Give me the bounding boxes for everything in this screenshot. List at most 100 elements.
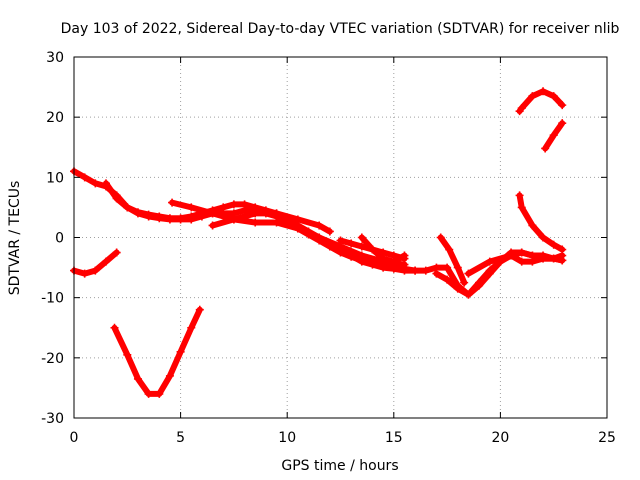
series-line-3 [169, 199, 408, 268]
data-point [517, 248, 526, 257]
data-point [436, 233, 445, 242]
data-point [389, 257, 398, 266]
data-point [251, 218, 260, 227]
data-point [443, 263, 452, 272]
data-point [368, 260, 377, 269]
data-point [325, 227, 334, 236]
data-point [549, 92, 558, 101]
data-point [112, 194, 121, 203]
data-point [411, 266, 420, 275]
data-point [315, 233, 324, 242]
data-point [272, 218, 281, 227]
data-point [528, 257, 537, 266]
axis-ticks [73, 56, 608, 419]
data-point [123, 350, 132, 359]
data-point [421, 266, 430, 275]
data-point [453, 284, 462, 293]
data-point [368, 245, 377, 254]
data-point [379, 254, 388, 263]
y-tick-label: -20 [41, 351, 64, 367]
data-point [485, 269, 494, 278]
data-series [70, 87, 567, 398]
data-point [176, 214, 185, 223]
data-point [155, 212, 164, 221]
data-point [357, 233, 366, 242]
data-point [110, 323, 119, 332]
series-line-8 [437, 234, 468, 286]
data-point [208, 209, 217, 218]
data-point [549, 240, 558, 249]
data-point [165, 214, 174, 223]
data-point [187, 323, 196, 332]
x-tick-label: 20 [491, 430, 509, 446]
data-point [293, 215, 302, 224]
data-point [357, 251, 366, 260]
data-point [347, 239, 356, 248]
data-point [176, 347, 185, 356]
data-point [165, 371, 174, 380]
data-point [517, 104, 526, 113]
data-point [549, 254, 558, 263]
x-tick-label: 15 [385, 430, 403, 446]
data-point [112, 248, 121, 257]
data-point [460, 278, 469, 287]
data-point [219, 203, 228, 212]
data-point [168, 198, 177, 207]
y-tick-label: 30 [46, 50, 64, 66]
data-point [195, 305, 204, 314]
data-point [293, 224, 302, 233]
x-axis-label: GPS time / hours [281, 458, 398, 474]
data-point [528, 92, 537, 101]
data-point [432, 269, 441, 278]
data-point [101, 257, 110, 266]
x-tick-label: 0 [70, 430, 79, 446]
data-point [464, 269, 473, 278]
data-point [272, 209, 281, 218]
data-point [475, 281, 484, 290]
x-tick-label: 25 [598, 430, 616, 446]
x-tick-labels: 0 5 10 15 20 25 [70, 430, 616, 446]
data-point [229, 200, 238, 209]
data-point [101, 179, 110, 188]
data-point [549, 131, 558, 140]
data-point [80, 173, 89, 182]
data-point [400, 251, 409, 260]
data-point [80, 269, 89, 278]
data-point [133, 374, 142, 383]
data-point [251, 209, 260, 218]
x-tick-label: 5 [176, 430, 185, 446]
x-tick-label: 10 [278, 430, 296, 446]
y-tick-label: -30 [41, 411, 64, 427]
data-point [91, 266, 100, 275]
y-tick-labels: -30 -20 -10 0 10 20 30 [41, 50, 64, 427]
data-point [155, 389, 164, 398]
data-point [517, 257, 526, 266]
data-point [123, 203, 132, 212]
data-point [539, 233, 548, 242]
data-point [485, 257, 494, 266]
data-point [541, 144, 550, 153]
data-point [315, 221, 324, 230]
chart-title: Day 103 of 2022, Sidereal Day-to-day VTE… [61, 21, 620, 37]
data-point [91, 179, 100, 188]
data-point [240, 200, 249, 209]
y-tick-label: 20 [46, 110, 64, 126]
data-point [336, 236, 345, 245]
data-point [144, 210, 153, 219]
data-point [517, 203, 526, 212]
data-point [229, 215, 238, 224]
data-point [133, 208, 142, 217]
data-point [507, 251, 516, 260]
data-point [539, 87, 548, 96]
data-point [208, 221, 217, 230]
data-point [528, 221, 537, 230]
data-point [558, 245, 567, 254]
data-point [453, 263, 462, 272]
data-point [539, 254, 548, 263]
data-point [357, 242, 366, 251]
data-point [144, 389, 153, 398]
y-axis-label: SDTVAR / TECUs [7, 181, 23, 296]
data-point [558, 101, 567, 110]
data-point [445, 245, 454, 254]
